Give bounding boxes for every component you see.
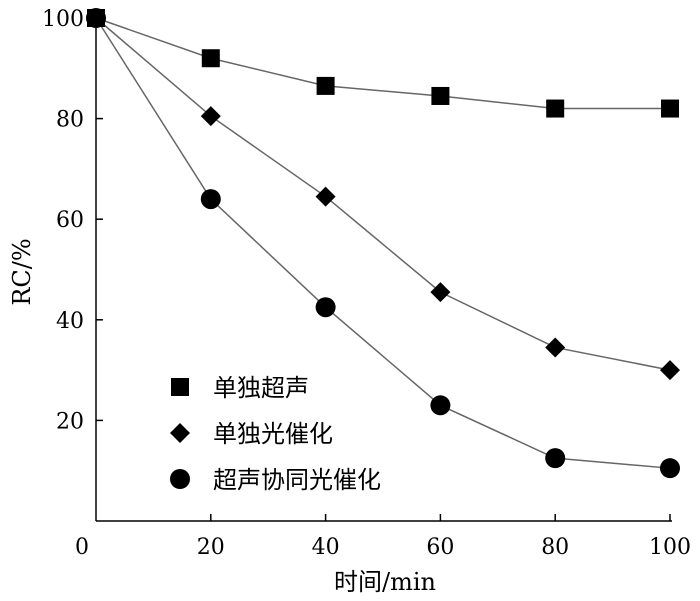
series-lines xyxy=(95,17,671,469)
legend-label: 超声协同光催化 xyxy=(213,466,381,494)
data-point-circle xyxy=(660,458,680,479)
x-tick-label: 0 xyxy=(75,535,89,560)
data-point-diamond xyxy=(430,282,451,303)
x-tick-label: 100 xyxy=(649,535,691,560)
x-tick-label: 20 xyxy=(197,535,225,560)
data-point-square xyxy=(201,49,220,68)
series-markers xyxy=(86,8,680,479)
data-point-circle xyxy=(430,395,451,416)
data-point-circle xyxy=(200,189,221,210)
data-point-diamond xyxy=(545,337,566,358)
y-tick-label: 60 xyxy=(56,208,84,233)
x-tick-label: 40 xyxy=(312,535,340,560)
data-point-square xyxy=(431,86,450,105)
y-tick-label: 40 xyxy=(56,309,84,334)
x-tick-label: 80 xyxy=(541,535,569,560)
y-tick-label: 100 xyxy=(42,7,84,32)
series-line-2 xyxy=(95,17,671,371)
data-point-diamond xyxy=(660,360,680,381)
y-tick-label: 20 xyxy=(56,409,84,434)
data-point-circle xyxy=(545,448,566,469)
data-point-diamond xyxy=(315,186,336,207)
legend-label: 单独光催化 xyxy=(213,420,333,448)
y-axis-label: RC/% xyxy=(8,238,36,305)
data-point-square xyxy=(546,99,565,118)
x-tick-label: 60 xyxy=(426,535,454,560)
x-axis-label: 时间/min xyxy=(334,568,436,596)
legend-marker-square xyxy=(171,378,189,396)
series-line-3 xyxy=(95,17,671,469)
data-point-circle xyxy=(86,8,106,28)
legend-label: 单独超声 xyxy=(213,374,309,402)
legend-marker-circle xyxy=(170,469,190,489)
data-point-square xyxy=(661,99,679,118)
legend-marker-diamond xyxy=(170,423,190,443)
data-point-circle xyxy=(315,297,336,318)
data-point-diamond xyxy=(200,106,221,127)
axes xyxy=(95,10,672,522)
y-tick-label: 80 xyxy=(56,108,84,133)
data-point-square xyxy=(316,76,335,95)
series-line-1 xyxy=(95,17,670,110)
ticks: 0 20 40 60 80 100 20 40 60 80 100 xyxy=(42,7,691,560)
